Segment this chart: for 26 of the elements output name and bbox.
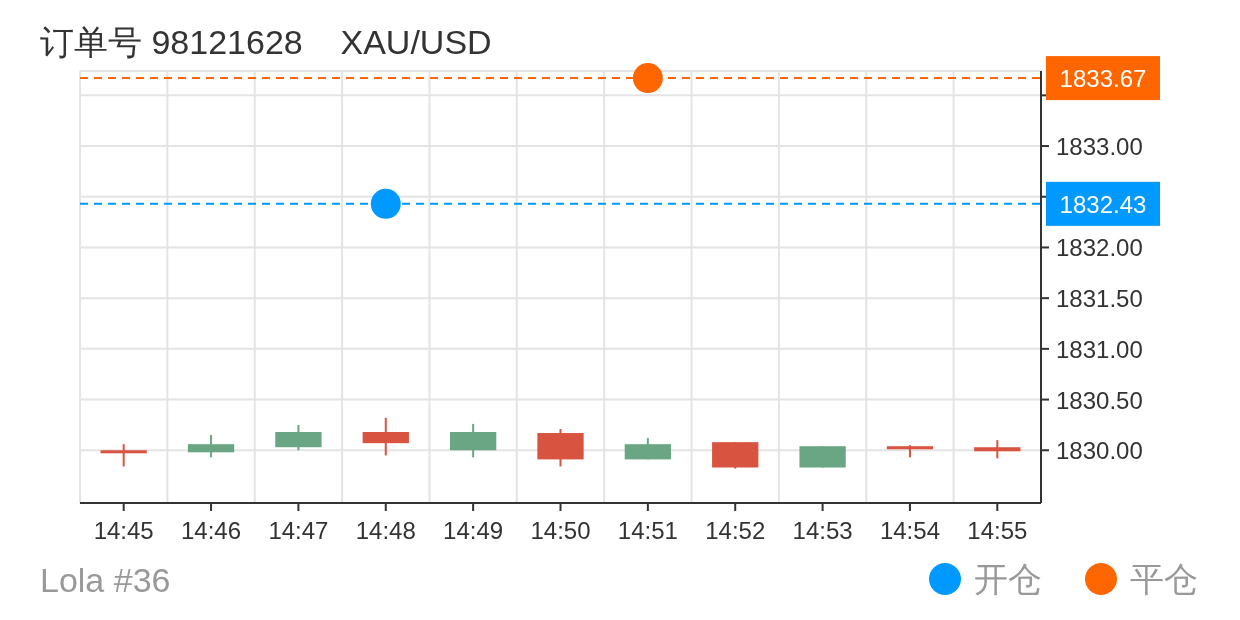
x-tick-label: 14:49 <box>443 517 504 544</box>
x-tick-label: 14:55 <box>967 517 1028 544</box>
x-tick-label: 14:45 <box>93 517 154 544</box>
text: Lola #36 <box>40 561 171 599</box>
y-tick-label: 1830.50 <box>1056 386 1143 414</box>
ref-line-label: 1832.43 <box>1059 190 1147 218</box>
candlestick <box>974 439 1021 460</box>
y-tick-label: 1830.00 <box>1056 436 1143 464</box>
x-tick-label: 14:50 <box>530 517 591 544</box>
x-tick-label: 14:52 <box>705 517 766 544</box>
x-tick-label: 14:53 <box>792 517 853 544</box>
candlestick <box>187 434 235 459</box>
x-tick-label: 14:46 <box>181 517 242 544</box>
x-tick-label: 14:48 <box>355 517 416 544</box>
chart-title: 订单号 98121628 XAU/USD <box>40 23 492 61</box>
legend-label: 开仓 <box>974 560 1042 598</box>
x-tick-label: 14:54 <box>879 517 940 544</box>
legend-label: 平仓 <box>1130 560 1198 598</box>
y-tick-label: 1832.00 <box>1056 233 1143 261</box>
x-tick-label: 14:47 <box>268 517 329 544</box>
y-tick-label: 1831.00 <box>1056 335 1143 363</box>
ref-line-label: 1833.67 <box>1059 64 1147 92</box>
y-tick-label: 1833.00 <box>1056 132 1143 160</box>
candlestick <box>100 443 147 468</box>
x-tick-label: 14:51 <box>617 517 678 544</box>
y-tick-label: 1831.50 <box>1056 284 1143 312</box>
